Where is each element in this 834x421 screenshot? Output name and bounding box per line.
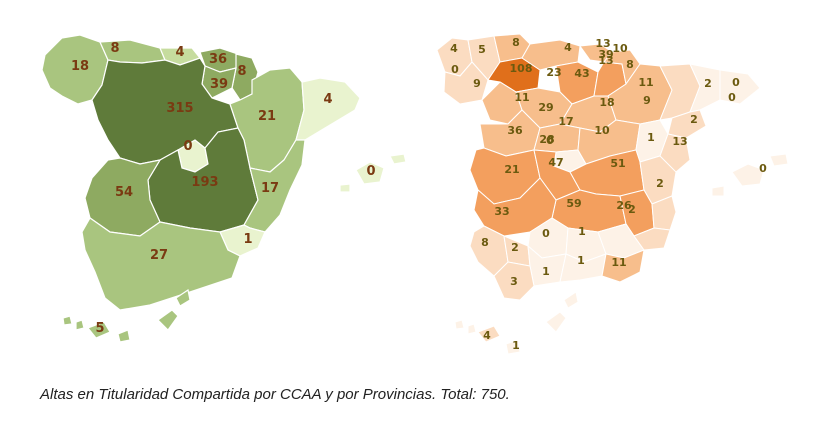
region-baleares [339,153,407,193]
province-value: 1 [512,339,520,352]
ccaa-value: 0 [183,139,192,154]
province-value: 28 [539,133,554,146]
province-value: 10 [594,124,610,137]
province-value: 33 [494,205,509,218]
province-value: 5 [478,43,486,56]
ccaa-value: 21 [258,109,276,124]
province-value: 4 [483,329,491,342]
province-value: 0 [728,91,736,104]
province-value: 0 [759,162,767,175]
province-value: 13 [598,54,613,67]
province-value: 8 [512,36,520,49]
province-value: 8 [626,58,634,71]
province-value: 43 [574,67,589,80]
province-value: 2 [704,77,712,90]
province-value: 29 [538,101,553,114]
region-andalucia [81,217,241,311]
province-region [651,195,677,231]
province-value: 36 [507,124,523,137]
province-value: 2 [628,203,636,216]
province-value: 11 [514,91,529,104]
province-region [443,61,489,105]
ccaa-value: 1 [243,232,252,247]
province-region [493,261,535,301]
ccaa-value: 0 [366,164,375,179]
province-value: 13 [672,135,687,148]
province-value: 0 [732,76,740,89]
province-value: 11 [611,256,626,269]
ccaa-value: 315 [166,101,193,116]
ccaa-value: 8 [110,41,119,56]
province-value: 2 [656,177,664,190]
region-cataluna [295,77,361,141]
province-value: 8 [481,236,489,249]
province-value: 0 [542,227,550,240]
ccaa-value-labels: 18 8 4 36 8 39 315 21 4 0 193 54 17 1 27 0 5 [71,41,376,336]
ccaa-value: 193 [191,175,218,190]
ccaa-map [41,34,407,343]
provincias-map [436,33,789,355]
province-value: 21 [504,163,519,176]
ccaa-value: 27 [150,248,168,263]
province-region [633,227,671,251]
province-value: 1 [577,254,585,267]
province-value: 2 [511,241,519,254]
region-canarias [62,289,191,343]
province-value: 0 [546,134,554,147]
ccaa-value: 17 [261,181,279,196]
province-value: 1 [578,225,586,238]
province-value: 18 [599,96,614,109]
ccaa-value: 39 [210,77,228,92]
ccaa-value: 18 [71,59,89,74]
figure-caption: Altas en Titularidad Compartida por CCAA… [40,386,510,403]
province-value: 1 [542,265,550,278]
province-value: 59 [566,197,581,210]
province-value: 4 [450,42,458,55]
province-value: 3 [510,275,518,288]
province-value: 0 [451,63,459,76]
province-value: 39 [598,48,613,61]
province-value: 9 [473,77,481,90]
province-value: 1 [647,131,655,144]
province-value: 2 [690,113,698,126]
ccaa-value: 36 [209,52,227,67]
province-value: 11 [638,76,653,89]
ccaa-value: 5 [95,321,104,336]
ccaa-value: 54 [115,185,133,200]
ccaa-value: 4 [323,92,332,107]
province-value: 17 [558,115,573,128]
province-value: 4 [564,41,572,54]
province-value: 9 [643,94,651,107]
province-value: 23 [546,66,561,79]
province-value: 51 [610,157,625,170]
province-region [719,69,761,105]
province-region [601,249,645,283]
province-value: 13 [595,37,610,50]
ccaa-value: 8 [237,64,246,79]
province-value: 47 [548,156,563,169]
province-value: 10 [612,42,628,55]
province-islands [454,153,789,355]
ccaa-value: 4 [175,45,184,60]
province-value: 26 [616,199,632,212]
region-comunidad-valenciana [243,139,306,233]
province-value: 108 [510,62,533,75]
